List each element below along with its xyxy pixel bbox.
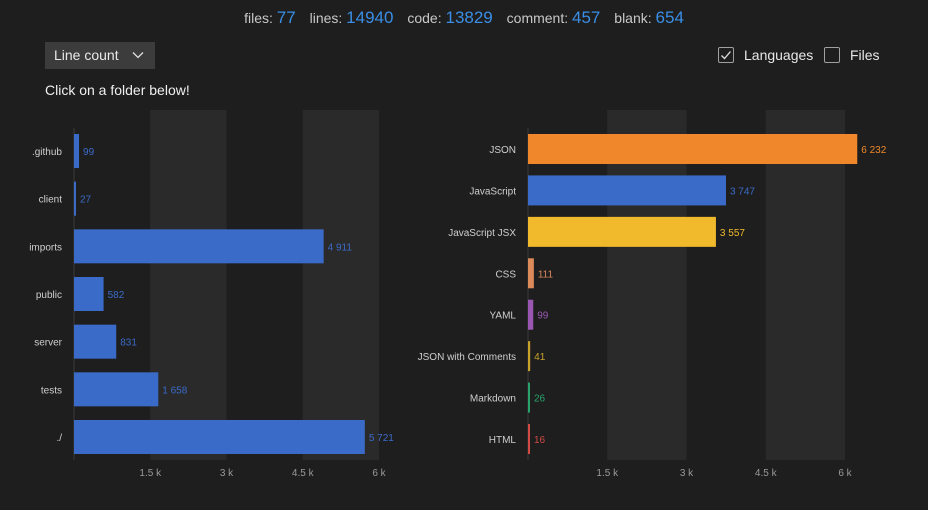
bar-json-with-comments[interactable] <box>528 341 531 372</box>
bar-tests[interactable] <box>74 372 159 407</box>
files-checkbox[interactable] <box>824 47 840 63</box>
bar-json[interactable] <box>528 134 858 164</box>
value-label: 41 <box>534 352 546 363</box>
stat-value: 654 <box>655 8 684 27</box>
category-label: .github <box>32 147 62 158</box>
stat-code: code: 13829 <box>407 8 493 27</box>
languages-label: Languages <box>744 47 814 63</box>
value-label: 111 <box>538 269 554 280</box>
stats-bar: files: 77 lines: 14940 code: 13829 comme… <box>0 8 928 28</box>
metric-select[interactable]: Line count <box>45 42 155 69</box>
x-tick-label: 4.5 k <box>292 468 315 479</box>
stat-blank: blank: 654 <box>614 8 684 27</box>
x-tick-label: 3 k <box>220 468 234 479</box>
value-label: 99 <box>537 311 549 322</box>
category-label: Markdown <box>470 394 516 405</box>
x-tick-label: 1.5 k <box>139 468 162 479</box>
value-label: 4 911 <box>328 242 353 253</box>
stat-value: 14940 <box>346 8 394 27</box>
category-label: server <box>34 338 62 349</box>
bar-[interactable] <box>74 420 365 454</box>
stat-value: 77 <box>276 8 296 27</box>
category-label: CSS <box>495 269 516 280</box>
grid-band <box>150 110 227 460</box>
grid-band <box>607 110 687 460</box>
bar-html[interactable] <box>528 424 530 454</box>
bar-server[interactable] <box>74 324 117 359</box>
value-label: 3 557 <box>720 228 745 239</box>
stat-value: 457 <box>572 8 601 27</box>
value-label: 831 <box>120 338 137 349</box>
x-tick-label: 4.5 k <box>755 468 778 479</box>
grid-band <box>765 110 845 460</box>
languages-checkbox[interactable] <box>718 47 734 63</box>
value-label: 27 <box>80 195 92 206</box>
stat-comment: comment: 457 <box>506 8 601 27</box>
bar-markdown[interactable] <box>528 382 530 413</box>
languages-toggle[interactable]: Languages <box>718 46 813 64</box>
stat-label: code: <box>407 10 442 26</box>
x-tick-label: 6 k <box>838 468 852 479</box>
category-label: client <box>39 195 63 206</box>
grid-band <box>302 110 379 460</box>
bar-imports[interactable] <box>74 229 324 264</box>
stat-value: 13829 <box>445 8 493 27</box>
value-label: 5 721 <box>369 433 394 444</box>
files-label: Files <box>850 47 880 63</box>
category-label: JavaScript JSX <box>448 228 516 239</box>
bar-css[interactable] <box>528 258 534 289</box>
category-label: public <box>36 290 62 301</box>
stat-label: lines: <box>309 10 343 26</box>
value-label: 99 <box>83 147 95 158</box>
metric-select-value: Line count <box>54 47 119 63</box>
chevron-down-icon <box>132 52 144 59</box>
checkmark-icon <box>721 51 731 60</box>
value-label: 1 658 <box>162 385 187 396</box>
x-tick-label: 6 k <box>372 468 386 479</box>
bar-public[interactable] <box>74 277 104 311</box>
bar-client[interactable] <box>74 181 76 216</box>
bar-javascript[interactable] <box>528 175 726 206</box>
stat-label: comment: <box>506 10 569 26</box>
category-label: imports <box>29 242 62 253</box>
value-label: 6 232 <box>861 145 886 156</box>
stat-label: files: <box>244 10 273 26</box>
bar-github[interactable] <box>74 134 80 168</box>
bar-yaml[interactable] <box>528 299 534 330</box>
category-label: JSON with Comments <box>418 352 516 363</box>
files-toggle[interactable]: Files <box>824 46 880 64</box>
value-label: 16 <box>534 435 546 446</box>
value-label: 26 <box>534 394 546 405</box>
stat-label: blank: <box>614 10 652 26</box>
folder-chart: 1.5 k 3 k 4.5 k 6 k .github 99 client 27 imports… <box>29 110 394 479</box>
value-label: 3 747 <box>730 186 755 197</box>
category-label: HTML <box>489 435 517 446</box>
stat-lines: lines: 14940 <box>309 8 394 27</box>
category-label: JavaScript <box>469 186 516 197</box>
category-label: JSON <box>489 145 516 156</box>
category-label: YAML <box>490 311 517 322</box>
category-label: tests <box>41 385 62 396</box>
bar-javascript-jsx[interactable] <box>528 216 716 247</box>
folder-hint: Click on a folder below! <box>45 82 190 98</box>
x-tick-label: 3 k <box>680 468 694 479</box>
value-label: 582 <box>108 290 125 301</box>
x-tick-label: 1.5 k <box>596 468 619 479</box>
category-label: ./ <box>56 433 62 444</box>
stat-files: files: 77 <box>244 8 296 27</box>
language-chart: 1.5 k 3 k 4.5 k 6 k JSON 6 232 JavaScript 3 747… <box>418 110 887 479</box>
